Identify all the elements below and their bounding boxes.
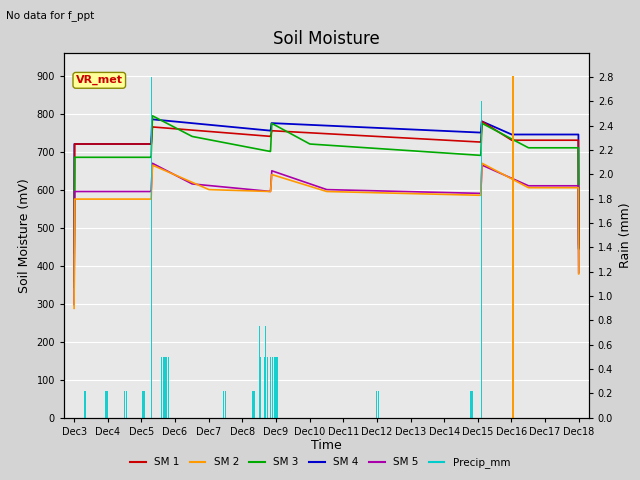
Bar bbox=[378, 391, 379, 418]
Bar bbox=[274, 357, 275, 418]
Bar bbox=[265, 326, 266, 418]
Bar bbox=[272, 357, 273, 418]
Bar bbox=[481, 101, 482, 418]
Text: VR_met: VR_met bbox=[76, 75, 123, 85]
X-axis label: Time: Time bbox=[311, 439, 342, 453]
Bar bbox=[125, 391, 127, 418]
Bar bbox=[267, 357, 268, 418]
Bar bbox=[252, 391, 253, 418]
Bar bbox=[164, 357, 166, 418]
Bar bbox=[253, 391, 255, 418]
Bar bbox=[163, 357, 164, 418]
Bar bbox=[275, 357, 276, 418]
Y-axis label: Rain (mm): Rain (mm) bbox=[619, 203, 632, 268]
Bar bbox=[85, 391, 86, 418]
Bar bbox=[376, 391, 378, 418]
Bar bbox=[472, 391, 474, 418]
Bar bbox=[225, 391, 226, 418]
Bar bbox=[264, 357, 265, 418]
Bar bbox=[223, 391, 225, 418]
Bar bbox=[277, 357, 278, 418]
Bar bbox=[512, 76, 514, 418]
Bar bbox=[107, 391, 108, 418]
Bar bbox=[470, 391, 472, 418]
Text: No data for f_ppt: No data for f_ppt bbox=[6, 10, 95, 21]
Bar bbox=[151, 77, 152, 418]
Bar bbox=[166, 357, 167, 418]
Bar bbox=[260, 357, 261, 418]
Bar bbox=[106, 391, 107, 418]
Bar bbox=[168, 357, 169, 418]
Bar bbox=[270, 357, 271, 418]
Y-axis label: Soil Moisture (mV): Soil Moisture (mV) bbox=[18, 178, 31, 293]
Bar bbox=[161, 357, 162, 418]
Bar bbox=[144, 391, 145, 418]
Title: Soil Moisture: Soil Moisture bbox=[273, 30, 380, 48]
Legend: SM 1, SM 2, SM 3, SM 4, SM 5, Precip_mm: SM 1, SM 2, SM 3, SM 4, SM 5, Precip_mm bbox=[125, 453, 515, 472]
Bar bbox=[259, 326, 260, 418]
Bar bbox=[124, 391, 125, 418]
